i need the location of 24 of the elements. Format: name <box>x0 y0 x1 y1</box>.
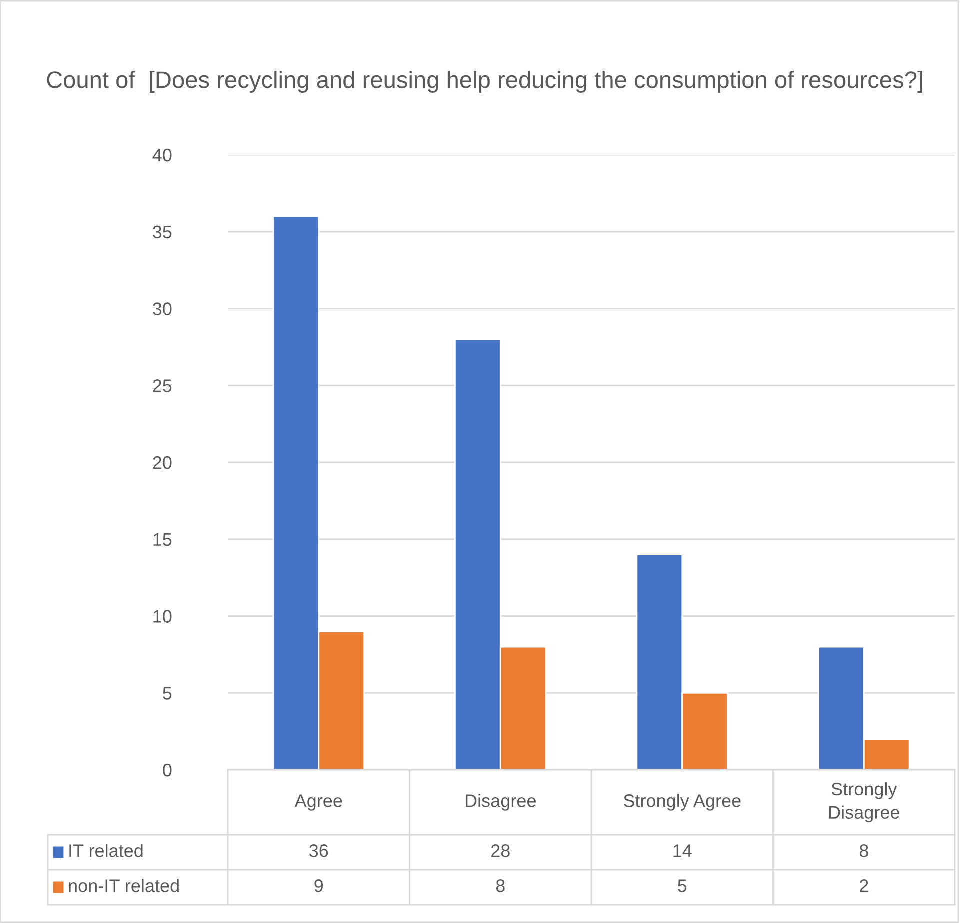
data-label: 28 <box>491 844 510 858</box>
chart-title: Count of [Does recycling and reusing help reducing the consumption of resources?] <box>47 70 922 94</box>
data-label: 14 <box>674 844 692 858</box>
data-label: 36 <box>310 844 328 858</box>
x-tick-label: Disagree <box>466 794 536 811</box>
x-tick-label: Strongly Agree <box>624 794 741 811</box>
y-tick-label: 40 <box>152 148 172 162</box>
data-label: 2 <box>860 880 868 892</box>
y-tick-label: 25 <box>153 380 172 392</box>
data-label: 8 <box>860 844 868 858</box>
legend-label: IT related <box>70 844 143 858</box>
legend-label: non-IT related <box>69 879 179 892</box>
y-tick-label: 35 <box>153 226 172 239</box>
y-tick-label: 10 <box>154 610 172 623</box>
x-tick-label: Strongly Disagree <box>829 782 900 823</box>
data-label: 8 <box>496 880 505 892</box>
y-tick-label: 30 <box>153 302 172 316</box>
y-tick-label: 0 <box>163 764 172 777</box>
data-label: 9 <box>314 880 324 892</box>
y-tick-label: 5 <box>163 687 172 700</box>
data-label: 5 <box>678 880 687 892</box>
x-tick-label: Agree <box>294 794 342 811</box>
y-tick-label: 20 <box>153 456 172 470</box>
y-tick-label: 15 <box>154 533 172 546</box>
